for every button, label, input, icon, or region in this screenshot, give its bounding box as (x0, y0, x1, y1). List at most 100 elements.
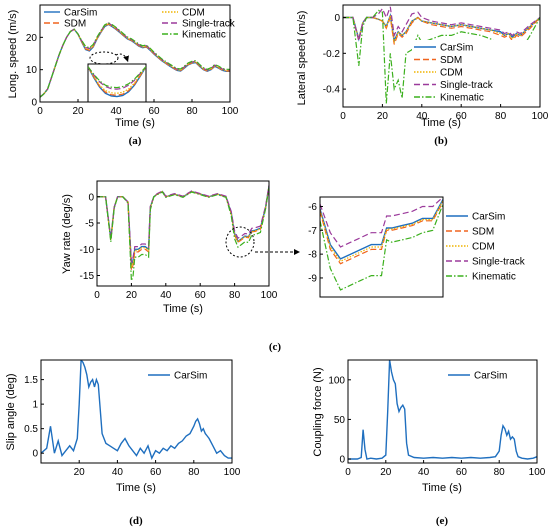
series-c-sdm (97, 186, 269, 271)
xtick-label-b-40: 40 (416, 111, 428, 122)
series-b-single-track (343, 6, 540, 41)
series-e-carsim (348, 360, 537, 460)
series-c-zoom-single-track (320, 197, 443, 248)
series-c-zoom-cdm (320, 200, 443, 263)
ytick-label-d-0: 0 (32, 449, 38, 460)
xtick-label-d-60: 60 (150, 467, 162, 478)
panel-c-ticks: 0 20 40 60 80 100 0 -5 -10 -15 (80, 192, 278, 301)
xtick-label-e-0: 0 (345, 467, 351, 478)
panel-a-zoom-arrow (115, 53, 129, 63)
panel-a-xlabel: Time (s) (115, 117, 155, 129)
panel-e-ylabel: Coupling force (N) (312, 367, 324, 456)
xtick-label-c-100: 100 (261, 290, 278, 301)
ytick-label-c-zoom-7: -7 (308, 226, 317, 237)
panel-b-xlabel: Time (s) (421, 117, 461, 129)
inset-ytick-label-15-6: 15.6 (66, 81, 86, 92)
panel-a-series (40, 22, 230, 98)
legend-label-c-zoom-kinematic: Kinematic (472, 272, 516, 283)
panel-c-zoom-series (320, 197, 443, 291)
ytick-label-b-0-4: -0.4 (323, 85, 341, 96)
xtick-label-a-100: 100 (222, 106, 239, 117)
panel-c-frame (96, 180, 270, 287)
ytick-label-a-20: 20 (26, 33, 38, 44)
xtick-label-d-100: 100 (224, 467, 241, 478)
legend-label-b-cdm: CDM (440, 68, 463, 79)
legend-label-c-zoom-single-track: Single-track (472, 257, 526, 268)
series-a-cdm (40, 23, 230, 98)
ytick-label-a-0: 0 (31, 98, 37, 109)
series-c-zoom-carsim (320, 199, 443, 260)
series-b-carsim (343, 12, 540, 44)
xtick-label-c-60: 60 (195, 290, 207, 301)
xtick-label-c-0: 0 (94, 290, 100, 301)
panel-a-caption: (a) (129, 135, 142, 147)
panel-c-zoom-frame (319, 196, 444, 298)
legend-label-a-kinematic: Kinematic (182, 30, 226, 41)
ytick-label-c-5: -5 (85, 219, 94, 230)
panel-d-ticks: 20 40 60 80 100 0 0.5 1 1.5 (24, 375, 241, 478)
legend-label-b-carsim: CarSim (440, 43, 473, 54)
panel-a-ticks: 0 20 40 60 80 100 0 10 20 (26, 33, 239, 117)
panel-b-ylabel: Lateral speed (m/s) (296, 11, 308, 106)
panel-c-ylabel: Yaw rate (deg/s) (61, 194, 73, 274)
legend-label-d-carsim: CarSim (174, 371, 207, 382)
panel-d-frame (40, 359, 233, 464)
panel-a-zoom-ellipse (89, 51, 119, 65)
legend-label-b-single-track: Single-track (440, 80, 494, 91)
panel-e-xlabel: Time (s) (422, 482, 462, 494)
panel-d-xlabel: Time (s) (116, 482, 156, 494)
legend-label-c-zoom-cdm: CDM (472, 242, 495, 253)
ytick-label-c-zoom-9: -9 (308, 273, 317, 284)
panel-b-ticks: 0 20 40 60 80 100 0 -0.2 -0.4 (323, 13, 549, 122)
panel-d-ylabel: Slip angle (deg) (5, 373, 17, 450)
xtick-label-d-40: 40 (112, 467, 124, 478)
xtick-label-d-20: 20 (74, 467, 86, 478)
xtick-label-a-80: 80 (186, 106, 198, 117)
ytick-label-c-10: -10 (80, 245, 95, 256)
ytick-label-b-0: 0 (334, 13, 340, 24)
series-c-single-track (97, 185, 269, 263)
series-c-zoom-kinematic (320, 203, 443, 291)
series-a-kinematic (40, 22, 230, 98)
xtick-label-b-0: 0 (340, 111, 346, 122)
ytick-label-c-15: -15 (80, 271, 95, 282)
xtick-label-d-80: 80 (188, 467, 200, 478)
xtick-label-b-80: 80 (495, 111, 507, 122)
series-c-carsim (97, 186, 269, 266)
panel-d-series (41, 360, 232, 460)
series-a-inset-cdm (88, 66, 146, 94)
series-b-cdm (343, 15, 540, 43)
ytick-label-e-100: 100 (328, 375, 345, 386)
xtick-label-b-60: 60 (456, 111, 468, 122)
legend-label-b-sdm: SDM (440, 55, 462, 66)
legend-label-a-sdm: SDM (64, 19, 86, 30)
xtick-label-a-20: 20 (72, 106, 84, 117)
ytick-label-e-50: 50 (334, 415, 346, 426)
series-a-inset-single-track (88, 66, 146, 90)
ytick-label-b-0-2: -0.2 (323, 49, 341, 60)
panel-e: 0 20 40 60 80 100 0 50 100 Time (s) Coupling for… (312, 359, 546, 527)
series-c-kinematic (97, 187, 269, 281)
ytick-label-a-10: 10 (26, 65, 38, 76)
xtick-label-e-60: 60 (456, 467, 468, 478)
panel-b: 0 20 40 60 80 100 0 -0.2 -0.4 Time (s) Lateral s… (296, 4, 549, 147)
legend-label-e-carsim: CarSim (474, 371, 507, 382)
panel-c-zoom: -6 -7 -8 -9 CarSim SDM CDM Single-track Kinemat… (308, 196, 526, 298)
xtick-label-c-20: 20 (126, 290, 138, 301)
panel-e-caption: (e) (436, 515, 449, 527)
legend-label-b-kinematic: Kinematic (440, 93, 484, 104)
xtick-label-e-20: 20 (380, 467, 392, 478)
ytick-label-d-1: 1 (32, 400, 38, 411)
panel-c-caption: (c) (269, 341, 282, 353)
legend-label-a-carsim: CarSim (64, 8, 97, 19)
ytick-label-c-zoom-6: -6 (308, 202, 317, 213)
panel-e-frame (347, 359, 538, 464)
ytick-label-e-0: 0 (339, 455, 345, 466)
panel-c-series (97, 185, 269, 281)
inset-ytick-label-16: 16 (74, 70, 86, 81)
xtick-label-a-0: 0 (37, 106, 43, 117)
panel-e-legend: CarSim (448, 371, 507, 382)
panel-d-legend: CarSim (148, 371, 207, 382)
